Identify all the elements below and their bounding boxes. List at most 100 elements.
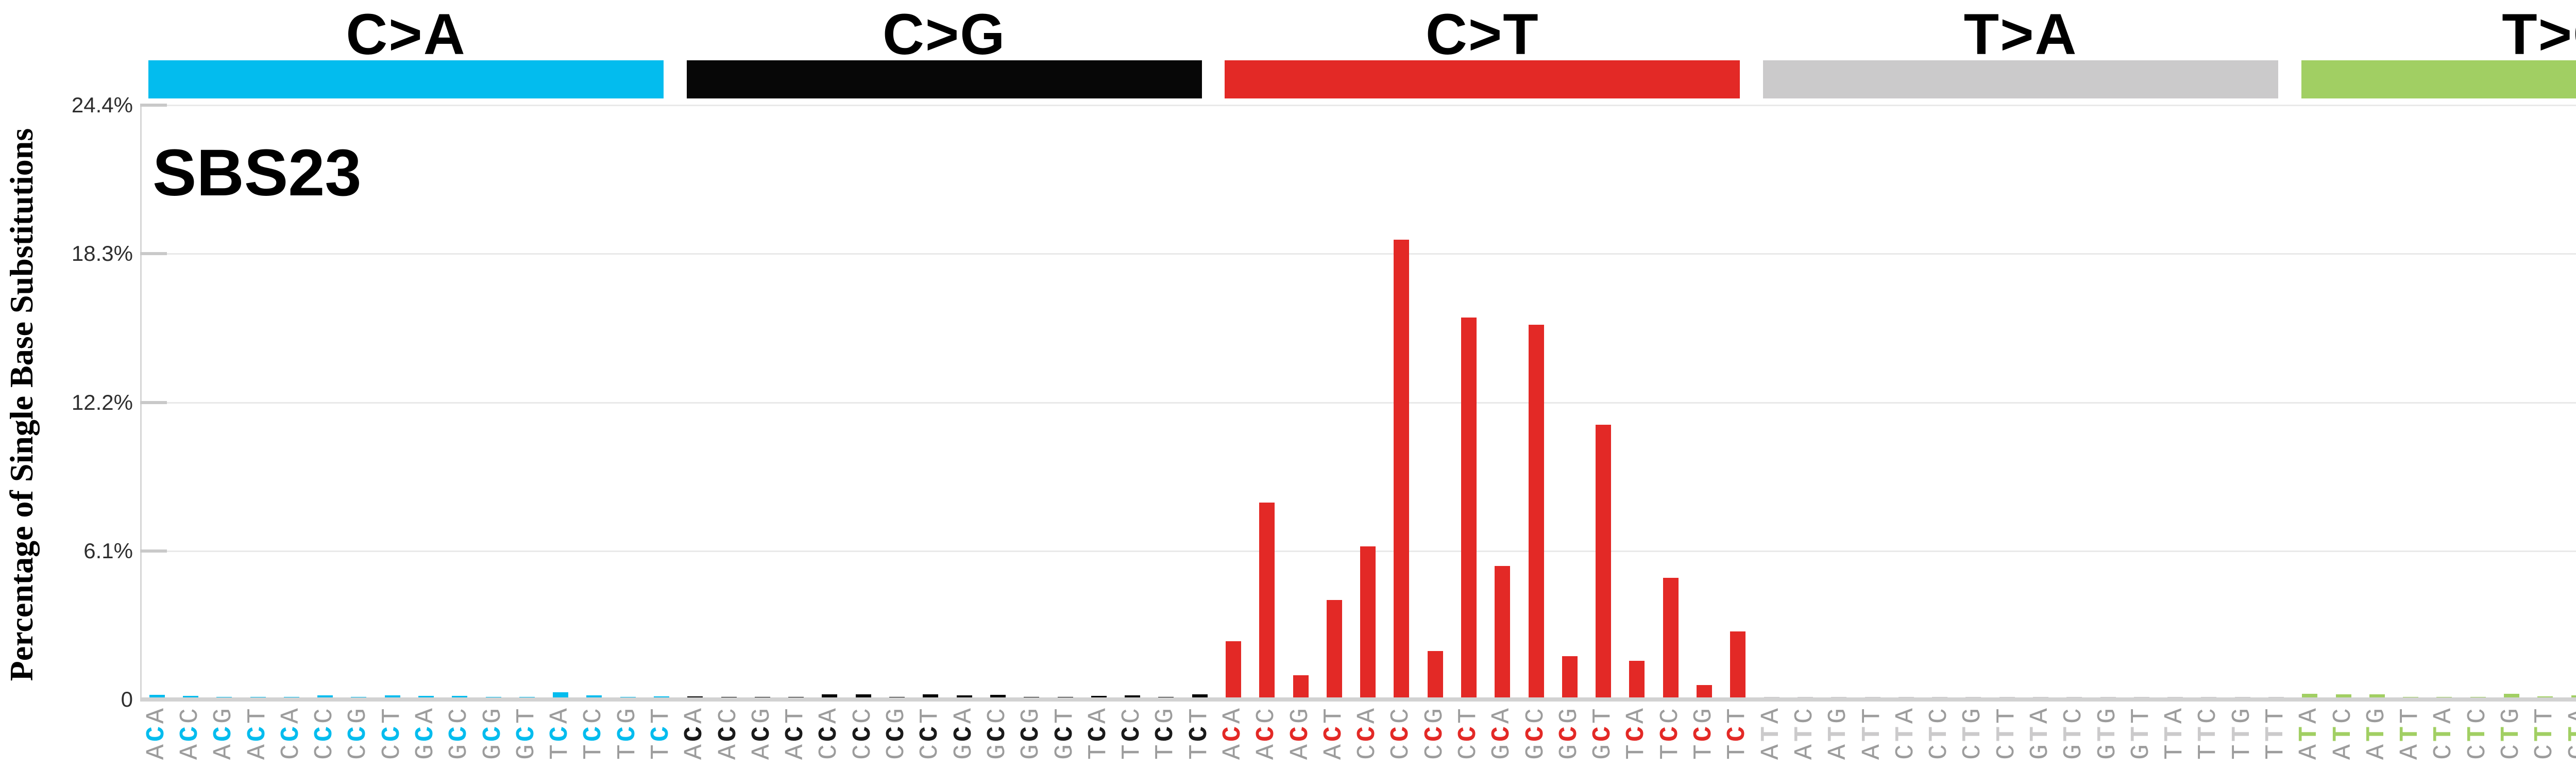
category-header-C-to-G: C>G	[882, 2, 1006, 66]
context-base-5prime: G	[1016, 741, 1046, 760]
context-base-3prime: G	[1420, 705, 1450, 724]
bar-C-to-T-CCG	[1427, 651, 1443, 697]
context-base-5prime: T	[1622, 741, 1652, 760]
x-tick-label-ACT: ACT	[781, 706, 810, 760]
context-base-5prime: A	[2396, 741, 2426, 760]
context-base-3prime: G	[1016, 705, 1046, 724]
x-tick-label-GCT: GCT	[1588, 705, 1618, 760]
x-tick-label-GTA: GTA	[2564, 706, 2576, 760]
context-base-5prime: A	[1252, 741, 1282, 760]
context-base-3prime: A	[2429, 705, 2459, 724]
context-base-3prime: G	[2093, 705, 2123, 724]
bar-C-to-T-TCG	[1697, 685, 1713, 697]
context-base-5prime: T	[1117, 741, 1147, 760]
bar-C-to-G-CCA	[822, 694, 838, 697]
bar-C-to-T-ACT	[1326, 599, 1342, 697]
bar-T-to-C-CTT	[2537, 696, 2553, 697]
context-base-3prime: T	[1454, 705, 1484, 724]
context-base-5prime: G	[949, 741, 979, 760]
context-base-5prime: C	[1992, 741, 2022, 760]
bar-C-to-T-ACC	[1259, 502, 1275, 697]
context-base-mutated: C	[747, 723, 777, 742]
x-tick-label-ATG: ATG	[2362, 706, 2392, 760]
x-tick-label-TCG: TCG	[1689, 705, 1719, 760]
context-base-3prime: G	[882, 705, 912, 724]
context-base-5prime: G	[982, 741, 1012, 760]
x-tick-label-TCA: TCA	[1083, 705, 1113, 760]
context-base-3prime: T	[916, 705, 945, 724]
context-base-5prime: C	[2463, 741, 2493, 760]
context-base-mutated: T	[2295, 723, 2325, 742]
x-tick-label-CTG: CTG	[2497, 706, 2526, 760]
bar-T-to-C-ATC	[2335, 694, 2351, 697]
x-tick-label-CTT: CTT	[2530, 705, 2560, 760]
context-base-mutated: T	[1824, 723, 1854, 742]
context-base-5prime: G	[2025, 741, 2055, 760]
context-base-3prime: A	[142, 705, 172, 724]
x-tick-label-GCG: GCG	[1555, 706, 1584, 760]
bar-C-to-A-ACA	[149, 694, 165, 697]
y-tick-mark	[140, 104, 167, 107]
context-base-3prime: A	[815, 705, 844, 724]
bar-C-to-G-CCT	[923, 694, 939, 697]
context-base-5prime: T	[1083, 741, 1113, 760]
context-base-3prime: C	[1925, 705, 1955, 724]
context-base-3prime: A	[2025, 705, 2055, 724]
context-base-mutated: C	[344, 723, 374, 742]
context-base-mutated: C	[1285, 723, 1315, 742]
x-tick-label-ATC: ATC	[2329, 706, 2358, 760]
context-base-mutated: C	[445, 723, 474, 742]
context-base-3prime: G	[1689, 705, 1719, 724]
context-base-5prime: G	[1521, 741, 1551, 760]
context-base-3prime: T	[2530, 705, 2560, 724]
x-tick-label-ACC: ACC	[714, 706, 743, 760]
context-base-mutated: C	[1151, 723, 1181, 742]
context-base-mutated: T	[2261, 723, 2291, 742]
context-base-mutated: T	[2093, 723, 2123, 742]
bar-C-to-G-TCT	[1192, 694, 1208, 697]
context-base-mutated: C	[1016, 723, 1046, 742]
category-header-T-to-C: T>C	[2502, 2, 2576, 66]
context-base-3prime: T	[2126, 705, 2156, 724]
context-base-mutated: C	[1689, 723, 1719, 742]
bar-C-to-G-ACA	[687, 696, 703, 697]
context-base-mutated: C	[1420, 723, 1450, 742]
y-tick-mark	[140, 252, 167, 256]
context-base-mutated: C	[882, 723, 912, 742]
context-base-3prime: C	[1655, 705, 1685, 724]
context-base-mutated: C	[512, 723, 541, 742]
x-tick-label-TCT: TCT	[1184, 706, 1214, 760]
context-base-5prime: C	[2530, 741, 2560, 760]
bar-C-to-T-ACG	[1293, 675, 1309, 697]
bar-C-to-G-TCA	[1091, 695, 1107, 697]
x-tick-label-ACA: ACA	[680, 706, 709, 760]
bar-C-to-T-ACA	[1225, 641, 1241, 697]
context-base-5prime: C	[1958, 741, 1988, 760]
x-tick-label-ACG: ACG	[747, 706, 777, 760]
bar-T-to-C-GTA	[2571, 695, 2576, 697]
context-base-mutated: C	[1184, 723, 1214, 742]
context-base-3prime: T	[1588, 705, 1618, 724]
context-base-3prime: A	[411, 705, 440, 724]
context-base-5prime: G	[1487, 741, 1517, 760]
context-base-3prime: T	[2396, 705, 2426, 724]
context-base-5prime: A	[2362, 741, 2392, 760]
bar-C-to-A-TCA	[553, 692, 569, 697]
context-base-5prime: A	[209, 741, 239, 760]
bar-C-to-T-GCC	[1528, 325, 1544, 697]
bar-C-to-G-TCC	[1125, 695, 1141, 697]
context-base-mutated: T	[1857, 723, 1887, 742]
context-base-mutated: T	[2059, 723, 2089, 742]
context-base-3prime: A	[1083, 705, 1113, 724]
context-base-mutated: T	[2463, 723, 2493, 742]
context-base-3prime: A	[1353, 705, 1383, 724]
context-base-3prime: C	[1790, 705, 1820, 724]
context-base-mutated: C	[1588, 723, 1618, 742]
context-base-5prime: A	[2295, 741, 2325, 760]
x-tick-label-ATA: ATA	[2295, 706, 2325, 760]
bar-C-to-A-GCC	[452, 695, 468, 697]
x-tick-label-GTA: GTA	[2025, 705, 2055, 760]
x-tick-label-CCG: CCG	[882, 705, 912, 760]
bar-C-to-A-GCA	[418, 696, 434, 697]
bar-C-to-T-CCC	[1394, 239, 1410, 697]
